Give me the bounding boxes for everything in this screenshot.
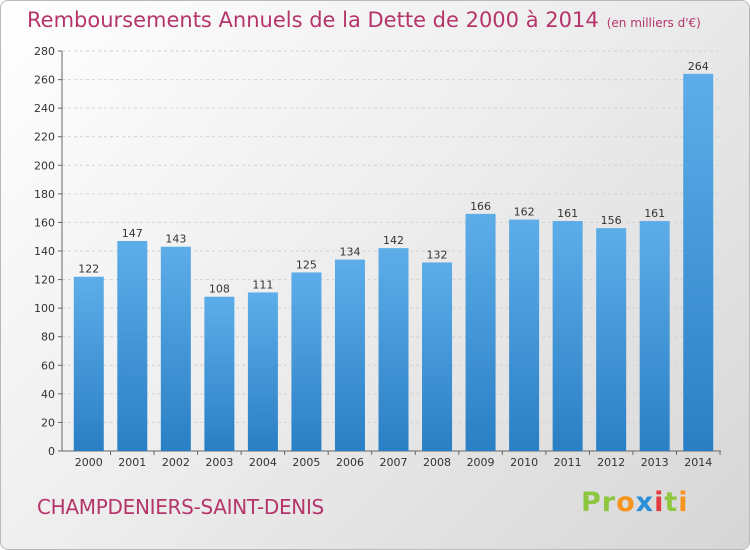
data-label: 264	[688, 60, 709, 73]
data-label: 111	[252, 278, 273, 291]
y-tick-label: 160	[34, 216, 55, 229]
bar	[247, 292, 278, 451]
bar	[596, 228, 627, 451]
data-label: 161	[557, 207, 578, 220]
data-label: 142	[383, 234, 404, 247]
bar	[509, 219, 540, 451]
y-tick-label: 200	[34, 159, 55, 172]
bar	[291, 272, 322, 451]
data-label: 156	[601, 214, 622, 227]
x-tick-label: 2000	[75, 456, 103, 469]
bar	[204, 296, 235, 451]
x-tick-label: 2009	[467, 456, 495, 469]
bar	[334, 259, 365, 451]
bar	[160, 246, 191, 451]
x-tick-label: 2010	[510, 456, 538, 469]
city-name: CHAMPDENIERS-SAINT-DENIS	[37, 495, 324, 519]
data-label: 122	[78, 263, 99, 276]
bar	[378, 248, 409, 451]
bar	[422, 262, 453, 451]
bar	[552, 221, 583, 451]
y-tick-label: 40	[41, 388, 55, 401]
y-tick-label: 220	[34, 131, 55, 144]
y-tick-label: 260	[34, 74, 55, 87]
data-label: 166	[470, 200, 491, 213]
x-tick-label: 2012	[597, 456, 625, 469]
data-label: 132	[427, 248, 448, 261]
y-tick-label: 60	[41, 359, 55, 372]
x-tick-label: 2007	[380, 456, 408, 469]
x-tick-label: 2008	[423, 456, 451, 469]
y-tick-label: 100	[34, 302, 55, 315]
x-tick-label: 2005	[292, 456, 320, 469]
y-tick-label: 0	[48, 445, 55, 458]
x-tick-label: 2001	[118, 456, 146, 469]
data-label: 134	[339, 246, 360, 259]
proxiti-logo: Proxiti	[581, 487, 689, 518]
x-tick-label: 2011	[554, 456, 582, 469]
x-tick-label: 2014	[684, 456, 712, 469]
y-tick-label: 280	[34, 45, 55, 58]
data-label: 162	[514, 206, 535, 219]
title-main: Remboursements Annuels de la Dette de 20…	[27, 8, 599, 32]
title-unit: (en milliers d'€)	[606, 16, 701, 30]
labels: 0 20 40 60 80 100 120 140 160 180 200 220 240 260 280 1…	[34, 45, 712, 469]
bar	[639, 221, 670, 451]
y-tick-label: 240	[34, 102, 55, 115]
data-label: 161	[644, 207, 665, 220]
y-tick-label: 20	[41, 416, 55, 429]
bar	[465, 213, 496, 451]
data-label: 147	[122, 227, 143, 240]
bar	[73, 276, 104, 451]
data-label: 143	[165, 233, 186, 246]
chart-title: Remboursements Annuels de la Dette de 20…	[27, 8, 701, 32]
x-tick-label: 2006	[336, 456, 364, 469]
y-tick-label: 120	[34, 274, 55, 287]
x-tick-label: 2004	[249, 456, 277, 469]
y-tick-label: 180	[34, 188, 55, 201]
bars	[73, 73, 714, 451]
bar	[683, 73, 714, 451]
data-label: 108	[209, 283, 230, 296]
y-tick-label: 80	[41, 331, 55, 344]
x-tick-label: 2013	[641, 456, 669, 469]
data-label: 125	[296, 258, 317, 271]
y-tick-label: 140	[34, 245, 55, 258]
x-tick-label: 2002	[162, 456, 190, 469]
bar	[117, 241, 148, 451]
x-tick-label: 2003	[205, 456, 233, 469]
